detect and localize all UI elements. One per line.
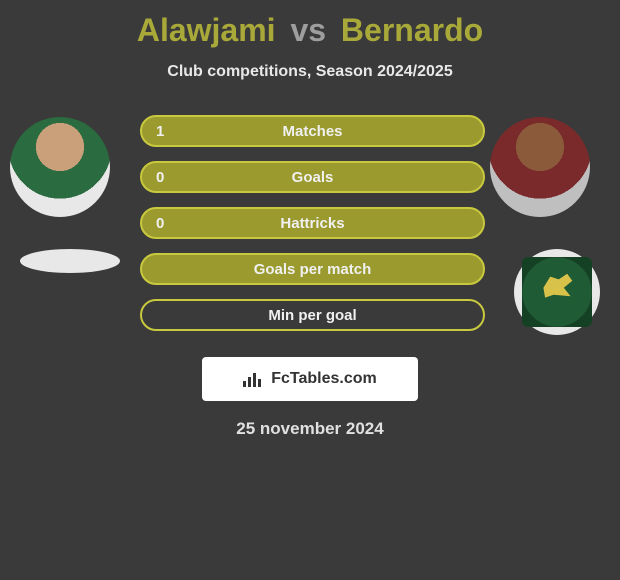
stat-bar-matches: 1 Matches	[140, 115, 485, 147]
title-player-2: Bernardo	[341, 12, 483, 48]
title-player-1: Alawjami	[137, 12, 276, 48]
bar-chart-icon	[243, 371, 263, 387]
stat-bar-goals-per-match: Goals per match	[140, 253, 485, 285]
stat-bar-hattricks: 0 Hattricks	[140, 207, 485, 239]
subtitle: Club competitions, Season 2024/2025	[0, 63, 620, 81]
player-1-shadow	[20, 249, 120, 273]
stat-value-left: 1	[156, 123, 164, 140]
stat-bar-goals: 0 Goals	[140, 161, 485, 193]
stat-label: Min per goal	[268, 307, 356, 324]
attribution-text: FcTables.com	[271, 370, 377, 388]
player-2-avatar	[490, 117, 590, 217]
compare-zone: 1 Matches 0 Goals 0 Hattricks Goals per …	[0, 109, 620, 349]
stat-label: Goals	[292, 169, 334, 186]
stat-bars: 1 Matches 0 Goals 0 Hattricks Goals per …	[140, 115, 485, 345]
page-title: Alawjami vs Bernardo	[0, 12, 620, 49]
stat-label: Goals per match	[254, 261, 372, 278]
stat-label: Hattricks	[280, 215, 344, 232]
datestamp: 25 november 2024	[0, 419, 620, 439]
stat-bar-min-per-goal: Min per goal	[140, 299, 485, 331]
title-vs: vs	[290, 12, 326, 48]
player-1-avatar	[10, 117, 110, 217]
stat-value-left: 0	[156, 215, 164, 232]
stat-value-left: 0	[156, 169, 164, 186]
club-badge-inner	[522, 257, 592, 327]
attribution-badge: FcTables.com	[202, 357, 418, 401]
comparison-card: Alawjami vs Bernardo Club competitions, …	[0, 0, 620, 439]
stat-label: Matches	[282, 123, 342, 140]
club-badge	[514, 249, 600, 335]
